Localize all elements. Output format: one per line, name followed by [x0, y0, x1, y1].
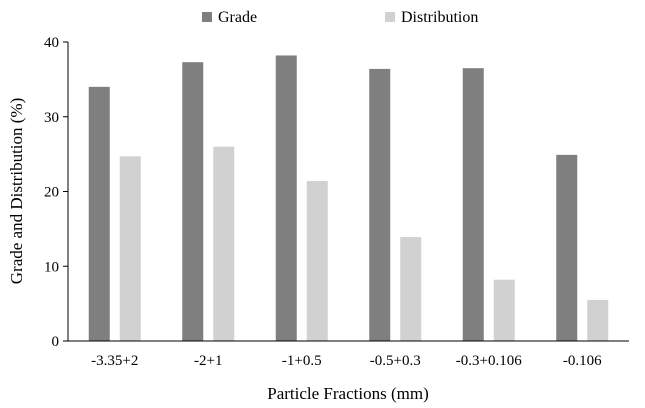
bars	[88, 55, 609, 342]
bar-distribution-4	[400, 237, 422, 341]
y-tick-label: 20	[44, 185, 59, 201]
bar-distribution-1	[119, 156, 141, 341]
bar-grade-4	[369, 68, 391, 341]
bar-distribution-3	[306, 181, 328, 341]
x-tick-label: -3.35+2	[91, 353, 138, 369]
bar-grade-2	[182, 62, 204, 342]
axes	[67, 42, 629, 342]
bar-distribution-5	[493, 279, 515, 341]
bar-grade-3	[275, 55, 297, 342]
y-tick-label: 0	[52, 334, 60, 350]
y-axis-title: Grade and Distribution (%)	[7, 98, 26, 284]
y-tick-label: 30	[44, 110, 59, 126]
y-tick-label: 40	[44, 35, 59, 51]
legend-label-distribution: Distribution	[401, 9, 478, 26]
bar-grade-5	[462, 68, 484, 341]
bar-grade-1	[88, 86, 110, 341]
bar-grade-6	[556, 154, 578, 341]
x-tick-label: -1+0.5	[282, 353, 322, 369]
x-tick-label: -2+1	[194, 353, 222, 369]
legend-label-grade: Grade	[218, 9, 257, 26]
y-ticks: 0 10 20 30 40	[44, 35, 68, 350]
legend: Grade Distribution	[202, 9, 478, 26]
x-tick-label: -0.3+0.106	[456, 353, 522, 369]
x-ticks: -3.35+2 -2+1 -1+0.5 -0.5+0.3 -0.3+0.106 -0.10…	[91, 353, 602, 369]
x-tick-label: -0.106	[563, 353, 602, 369]
legend-swatch-grade	[202, 12, 212, 22]
bar-distribution-2	[213, 146, 235, 341]
x-axis-title: Particle Fractions (mm)	[267, 384, 428, 403]
legend-swatch-distribution	[385, 12, 395, 22]
x-tick-label: -0.5+0.3	[370, 353, 421, 369]
y-tick-label: 10	[44, 259, 59, 275]
bar-distribution-6	[587, 299, 609, 341]
